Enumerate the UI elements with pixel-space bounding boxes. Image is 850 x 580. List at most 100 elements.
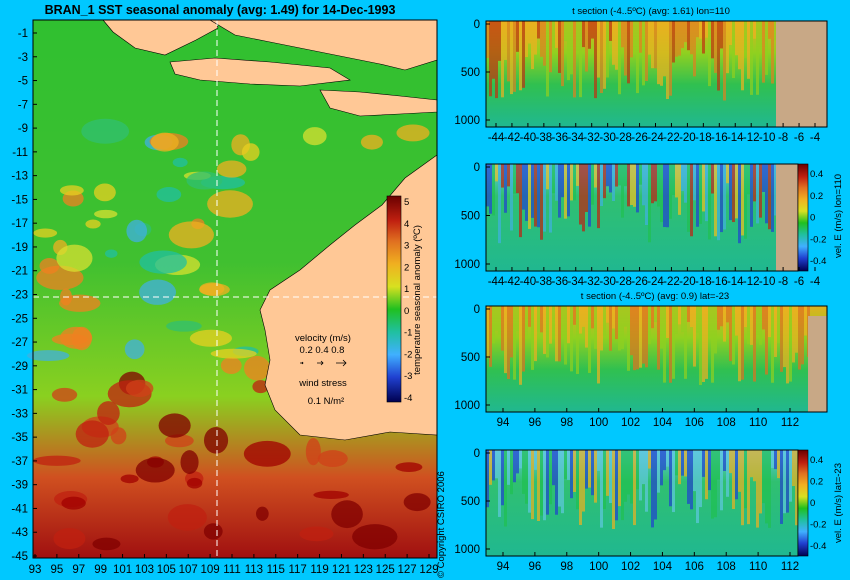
section-column	[564, 450, 567, 479]
section-x-tick-label: -12	[743, 132, 760, 144]
section-column	[621, 21, 624, 48]
section-column	[750, 306, 753, 345]
section-column	[714, 306, 717, 354]
section-column	[753, 306, 756, 382]
section-column	[684, 450, 687, 477]
section-column	[687, 306, 690, 322]
anomaly-eddy-layer	[27, 118, 431, 551]
section-column	[741, 164, 744, 236]
section-column	[555, 21, 558, 48]
section-column	[636, 450, 639, 490]
section-x-tick-label: 102	[621, 417, 640, 429]
section-column	[747, 164, 750, 195]
main-y-tick-label: -27	[11, 337, 28, 349]
anomaly-eddy	[166, 320, 202, 332]
lon-vel-columns	[486, 164, 777, 244]
section-column	[639, 306, 642, 368]
section-column	[618, 450, 621, 507]
section-column	[609, 21, 612, 41]
section-column	[660, 164, 663, 222]
section-x-tick-label: -44	[488, 276, 505, 288]
main-x-tick-label: 117	[288, 564, 306, 576]
section-column	[768, 306, 771, 338]
section-column	[645, 21, 648, 82]
section-column	[549, 306, 552, 344]
section-column	[492, 450, 495, 481]
sst-colorbar-ticks: 5 4 3 2 1 0 -1 -2 -3 -4	[404, 197, 412, 404]
section-column	[573, 21, 576, 98]
anomaly-eddy	[203, 523, 223, 540]
section-column	[708, 306, 711, 337]
section-column	[714, 21, 717, 73]
section-column	[591, 450, 594, 496]
section-column	[729, 21, 732, 46]
section-column	[723, 450, 726, 471]
anomaly-eddy	[36, 265, 84, 290]
section-column	[660, 21, 663, 86]
anomaly-eddy	[120, 474, 139, 484]
section-column	[666, 306, 669, 338]
section-column	[693, 164, 696, 201]
section-column	[519, 450, 522, 469]
section-column	[633, 164, 636, 207]
section-x-tick-label: -26	[631, 276, 648, 288]
section-column	[570, 21, 573, 75]
wind-legend-label: wind stress	[298, 378, 347, 389]
section-column	[714, 450, 717, 518]
section-column	[756, 164, 759, 224]
anomaly-eddy	[75, 420, 109, 448]
main-y-tick-label: -43	[11, 527, 28, 539]
section-column	[705, 164, 708, 222]
section-x-tick-label: 98	[560, 417, 573, 429]
main-y-tick-label: -25	[11, 313, 28, 325]
section-x-tick-label: -20	[679, 132, 696, 144]
anomaly-eddy	[53, 528, 86, 550]
section-column	[720, 164, 723, 233]
section-column	[762, 306, 765, 330]
section-column	[558, 21, 561, 73]
section-column	[765, 164, 768, 224]
anomaly-eddy	[167, 504, 207, 531]
anomaly-eddy	[256, 506, 269, 521]
section-x-tick-label: 112	[781, 417, 799, 429]
section-column	[603, 306, 606, 336]
section-column	[570, 306, 573, 372]
section-column	[642, 164, 645, 206]
section-column	[678, 450, 681, 485]
section-x-tick-label: -36	[551, 132, 568, 144]
section-column	[618, 21, 621, 95]
section-column	[534, 21, 537, 55]
main-y-tick-label: -33	[11, 408, 28, 420]
section-column	[573, 164, 576, 201]
anomaly-eddy	[395, 462, 423, 472]
section-column	[618, 306, 621, 351]
section-y-tick-label: 1000	[454, 115, 480, 127]
sst-colorbar-tick-label: 2	[404, 262, 409, 273]
section-x-tick-label: -4	[810, 276, 821, 288]
section-column	[561, 306, 564, 338]
section-column	[696, 306, 699, 334]
section-column	[774, 164, 777, 216]
section-column	[495, 306, 498, 331]
section-column	[783, 450, 786, 514]
anomaly-eddy	[125, 379, 154, 397]
section-column	[702, 306, 705, 382]
section-x-tick-label: 96	[528, 561, 541, 573]
anomaly-eddy	[305, 437, 321, 466]
section-column	[771, 21, 774, 84]
section-column	[738, 306, 741, 382]
section-column	[717, 450, 720, 480]
section-column	[774, 450, 777, 470]
anomaly-eddy	[189, 329, 233, 347]
section-column	[579, 306, 582, 334]
panel3-title: t section (-4..5ºC) (avg: 0.9) lat=-23	[581, 291, 729, 302]
velocity-legend-label: velocity (m/s)	[295, 333, 351, 344]
section-column	[735, 306, 738, 336]
section-column	[726, 450, 729, 497]
section-column	[582, 306, 585, 327]
lat-vel-colorbar	[797, 449, 809, 557]
section-column	[585, 21, 588, 72]
section-column	[540, 21, 543, 57]
section-column	[510, 306, 513, 358]
section-column	[654, 306, 657, 323]
